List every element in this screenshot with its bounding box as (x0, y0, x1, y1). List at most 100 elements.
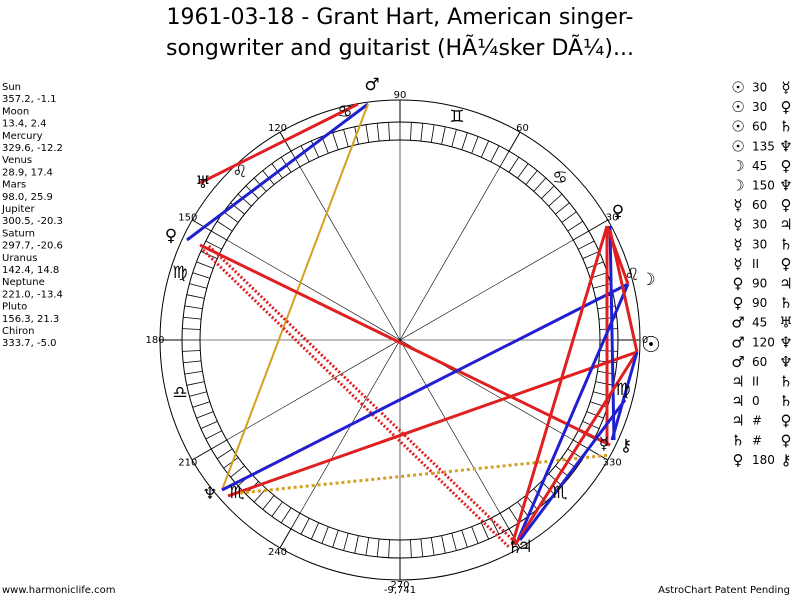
ring-tick (223, 457, 239, 469)
ring-tick (192, 401, 210, 408)
ring-tick (216, 220, 233, 232)
degree-label: 90 (394, 90, 407, 101)
aspect-glyph: ♆ (779, 353, 792, 371)
planet-glyph: ☽ (640, 270, 655, 290)
planet-coords: 28.9, 17.4 (2, 167, 53, 178)
ring-tick (300, 518, 310, 535)
ring-tick (186, 381, 205, 386)
ring-tick (582, 250, 600, 260)
aspect-line (199, 243, 611, 447)
ring-tick (200, 250, 218, 260)
aspect-kind: 30 (752, 100, 767, 114)
ring-tick (508, 507, 520, 524)
planet-glyph: ♄ (507, 538, 522, 558)
aspect-line (610, 351, 639, 441)
planet-name: Saturn (2, 228, 35, 239)
planet-name: Neptune (2, 277, 45, 288)
degree-label: 330 (603, 458, 622, 469)
ring-tick (354, 535, 359, 554)
ring-tick (461, 530, 468, 548)
ring-tick (451, 129, 457, 147)
ring-tick (461, 132, 468, 150)
ring-tick (376, 123, 380, 142)
outer-tick (588, 219, 609, 232)
aspect-glyph: ☿ (733, 216, 742, 234)
aspect-line (516, 283, 630, 541)
ring-tick (365, 124, 370, 143)
ring-tick (490, 145, 500, 162)
aspect-glyph: ♄ (779, 118, 792, 136)
aspect-glyph: ☉ (731, 79, 744, 97)
aspect-glyph: ♆ (779, 333, 792, 351)
aspect-glyph: ♃ (779, 216, 792, 234)
title-line: songwriter and guitarist (HÃ¼sker DÃ¼)..… (166, 34, 634, 61)
ring-tick (441, 126, 446, 145)
ring-tick (480, 522, 490, 540)
planet-name: Mars (2, 180, 26, 191)
degree-label: 210 (178, 458, 197, 469)
planet-coords: 297.7, -20.6 (2, 241, 63, 252)
aspect-glyph: ♆ (779, 177, 792, 195)
aspect-line (207, 244, 519, 546)
ring-tick (184, 305, 203, 310)
aspect-glyph: ♃ (731, 373, 744, 391)
ring-tick (332, 132, 339, 150)
ring-tick (525, 495, 538, 510)
aspect-glyph: ♀ (781, 157, 792, 175)
aspect-glyph: ♀ (733, 275, 744, 293)
aspect-glyph: ☉ (731, 137, 744, 155)
ring-tick (230, 465, 245, 478)
ring-tick (490, 518, 500, 535)
ring-tick (182, 328, 201, 330)
sign-glyph: ♏ (552, 483, 567, 503)
aspect-line (608, 229, 639, 353)
planet-coords: 300.5, -20.3 (2, 216, 63, 227)
aspect-glyph: ♀ (781, 431, 792, 449)
wheel (159, 99, 641, 581)
planet-glyph: ♀ (612, 202, 624, 222)
ring-tick (237, 193, 252, 207)
ring-tick (451, 533, 457, 551)
aspect-glyph: ♀ (781, 412, 792, 430)
aspect-glyph: ♄ (779, 373, 792, 391)
planet-coords: 156.3, 21.3 (2, 314, 59, 325)
ring-tick (290, 513, 301, 529)
aspect-kind: II (752, 375, 759, 389)
ring-tick (388, 539, 390, 558)
aspect-line (221, 282, 629, 492)
ring-tick (561, 211, 577, 223)
sign-glyph: ♌ (624, 265, 639, 285)
ring-tick (321, 526, 329, 544)
aspect-kind: 0 (752, 394, 760, 408)
degree-label: 180 (145, 335, 164, 346)
ring-tick (420, 538, 424, 557)
aspect-lines (186, 102, 639, 550)
planet-glyph: ⚷ (620, 436, 632, 456)
sign-glyph: ♍ (172, 263, 187, 283)
ring-tick (410, 539, 412, 558)
ring-tick (271, 501, 283, 517)
aspect-glyph: ♀ (733, 451, 744, 469)
ring-tick (196, 261, 214, 269)
degree-label: 0 (642, 335, 648, 346)
aspect-glyph: ♀ (781, 196, 792, 214)
ring-tick (216, 448, 233, 460)
ring-tick (332, 530, 339, 548)
planet-name: Venus (2, 155, 32, 166)
sign-glyph: ♎ (172, 383, 187, 403)
degree-label: 60 (516, 123, 529, 134)
ring-tick (517, 163, 529, 179)
aspect-glyph: ♃ (779, 275, 792, 293)
ring-tick (262, 495, 275, 510)
aspect-kind: # (752, 433, 762, 447)
footer-right: AstroChart Patent Pending (658, 585, 790, 596)
outer-tick (279, 528, 292, 549)
ring-tick (430, 124, 435, 143)
ring-tick (533, 177, 547, 192)
ring-tick (595, 381, 614, 386)
title-line: 1961-03-18 - Grant Hart, American singer… (167, 5, 634, 30)
ring-tick (200, 420, 218, 430)
planet-name: Moon (2, 106, 29, 117)
planet-name: Sun (2, 82, 21, 93)
planet-coords: 142.4, 14.8 (2, 265, 59, 276)
